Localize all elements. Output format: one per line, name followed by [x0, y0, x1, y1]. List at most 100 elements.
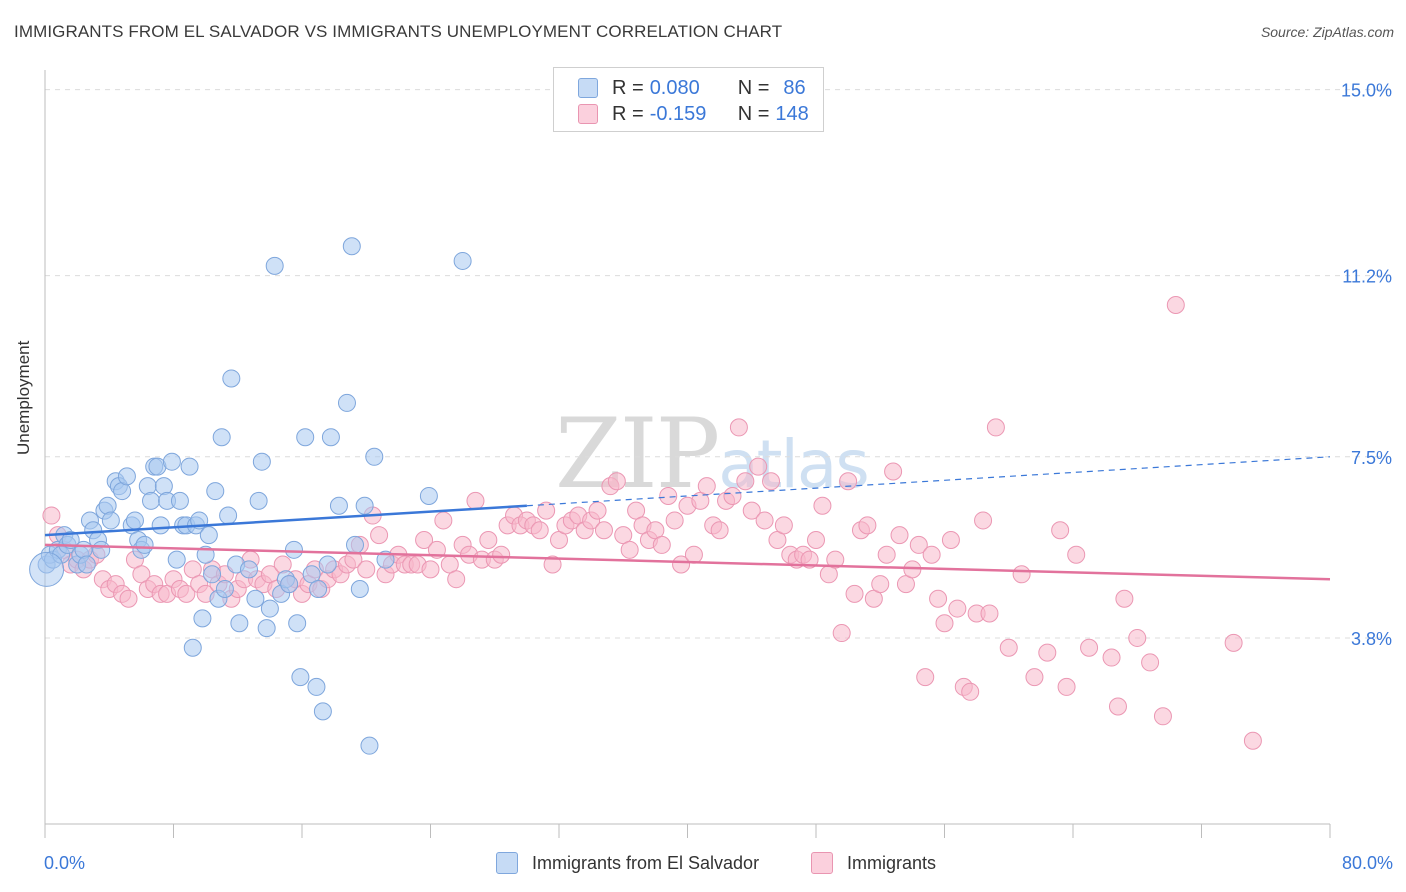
el-salvador-point — [199, 526, 218, 545]
el-salvador-point — [135, 535, 154, 554]
legend-n-value: 148 — [775, 102, 809, 125]
y-tick-label: 7.5% — [1351, 448, 1392, 468]
immigrants-point — [665, 511, 684, 530]
immigrants-point — [447, 570, 466, 589]
immigrants-point — [466, 491, 485, 510]
el-salvador-point — [212, 428, 231, 447]
immigrants-point — [723, 486, 742, 505]
immigrants-point — [941, 531, 960, 550]
immigrants-point — [755, 511, 774, 530]
immigrants-point — [909, 535, 928, 554]
immigrants-point — [1080, 638, 1099, 657]
el-salvador-point — [230, 614, 249, 633]
immigrants-point — [1067, 545, 1086, 564]
el-salvador-point — [142, 491, 161, 510]
immigrants-point — [742, 501, 761, 520]
immigrants-point — [999, 638, 1018, 657]
el-salvador-point — [365, 447, 384, 466]
watermark-zip: ZIP — [555, 398, 720, 510]
immigrants-point — [1012, 565, 1031, 584]
el-salvador-point — [342, 237, 361, 256]
el-salvador-point — [249, 491, 268, 510]
el-salvador-point — [215, 579, 234, 598]
y-axis-label: Unemployment — [14, 340, 33, 455]
el-salvador-point — [77, 555, 96, 574]
immigrants-point — [537, 501, 556, 520]
immigrants-point — [588, 501, 607, 520]
legend-r-label: R = — [612, 76, 644, 99]
immigrants-point — [652, 535, 671, 554]
bottom-legend-label: Immigrants — [847, 852, 937, 873]
chart-source: Source: ZipAtlas.com — [1260, 24, 1394, 40]
el-salvador-point — [280, 575, 299, 594]
bottom-legend-el-salvador: Immigrants from El Salvador — [496, 852, 759, 874]
el-salvador-point — [260, 599, 279, 618]
el-salvador-point — [92, 540, 111, 559]
legend-r-value: 0.080 — [649, 76, 700, 99]
immigrants-point — [710, 521, 729, 540]
immigrants-point — [884, 462, 903, 481]
legend-n-label: N = — [737, 76, 770, 99]
immigrants-point — [1102, 648, 1121, 667]
el-salvador-point — [154, 477, 173, 496]
watermark-atlas: atlas — [718, 426, 869, 503]
el-salvador-point — [101, 511, 120, 530]
immigrants-point — [492, 545, 511, 564]
el-salvador-point — [360, 736, 379, 755]
el-salvador-point — [291, 668, 310, 687]
el-salvador-point — [296, 428, 315, 447]
immigrants-point — [119, 589, 138, 608]
immigrants-point — [434, 511, 453, 530]
immigrants-point — [1166, 296, 1185, 315]
el-salvador-point — [284, 540, 303, 559]
immigrants-point — [672, 555, 691, 574]
el-salvador-point — [337, 393, 356, 412]
el-salvador-point — [180, 457, 199, 476]
immigrants-point — [684, 545, 703, 564]
el-salvador-point — [288, 614, 307, 633]
immigrants-point — [974, 511, 993, 530]
immigrants-point — [1025, 668, 1044, 687]
bottom-legend-label: Immigrants from El Salvador — [532, 852, 760, 873]
el-salvador-point — [329, 496, 348, 515]
correlation-legend: R = 0.080 N = 86 R = -0.159 N = 148 — [553, 67, 824, 132]
immigrants-point — [1057, 677, 1076, 696]
immigrants-point — [543, 555, 562, 574]
bottom-legend-swatch-blue — [496, 852, 518, 874]
immigrants-point — [1141, 653, 1160, 672]
immigrants-point — [1224, 633, 1243, 652]
x-tick-label: 0.0% — [44, 853, 85, 873]
el-salvador-trendline — [44, 504, 527, 537]
y-tick-label: 11.2% — [1342, 267, 1392, 287]
bottom-legend-swatch-pink — [811, 852, 833, 874]
legend-n-label: N = — [737, 102, 770, 125]
el-salvador-point — [321, 428, 340, 447]
el-salvador-point — [138, 477, 157, 496]
immigrants-point — [858, 516, 877, 535]
el-salvador-point — [453, 251, 472, 270]
immigrants-point — [479, 531, 498, 550]
el-salvador-point — [257, 619, 276, 638]
el-salvador-point — [29, 551, 65, 587]
immigrants-point — [980, 604, 999, 623]
immigrants-point — [1115, 589, 1134, 608]
immigrants-point — [845, 584, 864, 603]
el-salvador-point — [309, 579, 328, 598]
immigrants-point — [929, 589, 948, 608]
immigrants-point — [935, 614, 954, 633]
immigrants-point — [948, 599, 967, 618]
immigrants-point — [729, 418, 748, 437]
immigrants-point — [42, 506, 61, 525]
immigrants-point — [736, 472, 755, 491]
immigrants-point — [697, 477, 716, 496]
immigrants-point — [1128, 628, 1147, 647]
el-salvador-point — [170, 491, 189, 510]
immigrants-point — [273, 555, 292, 574]
immigrants-point — [871, 575, 890, 594]
immigrants-point — [986, 418, 1005, 437]
el-salvador-point — [193, 609, 212, 628]
el-salvador-point — [246, 589, 265, 608]
legend-row-immigrants: R = -0.159 N = 148 — [578, 102, 809, 126]
immigrants-point — [530, 521, 549, 540]
immigrants-point — [607, 472, 626, 491]
